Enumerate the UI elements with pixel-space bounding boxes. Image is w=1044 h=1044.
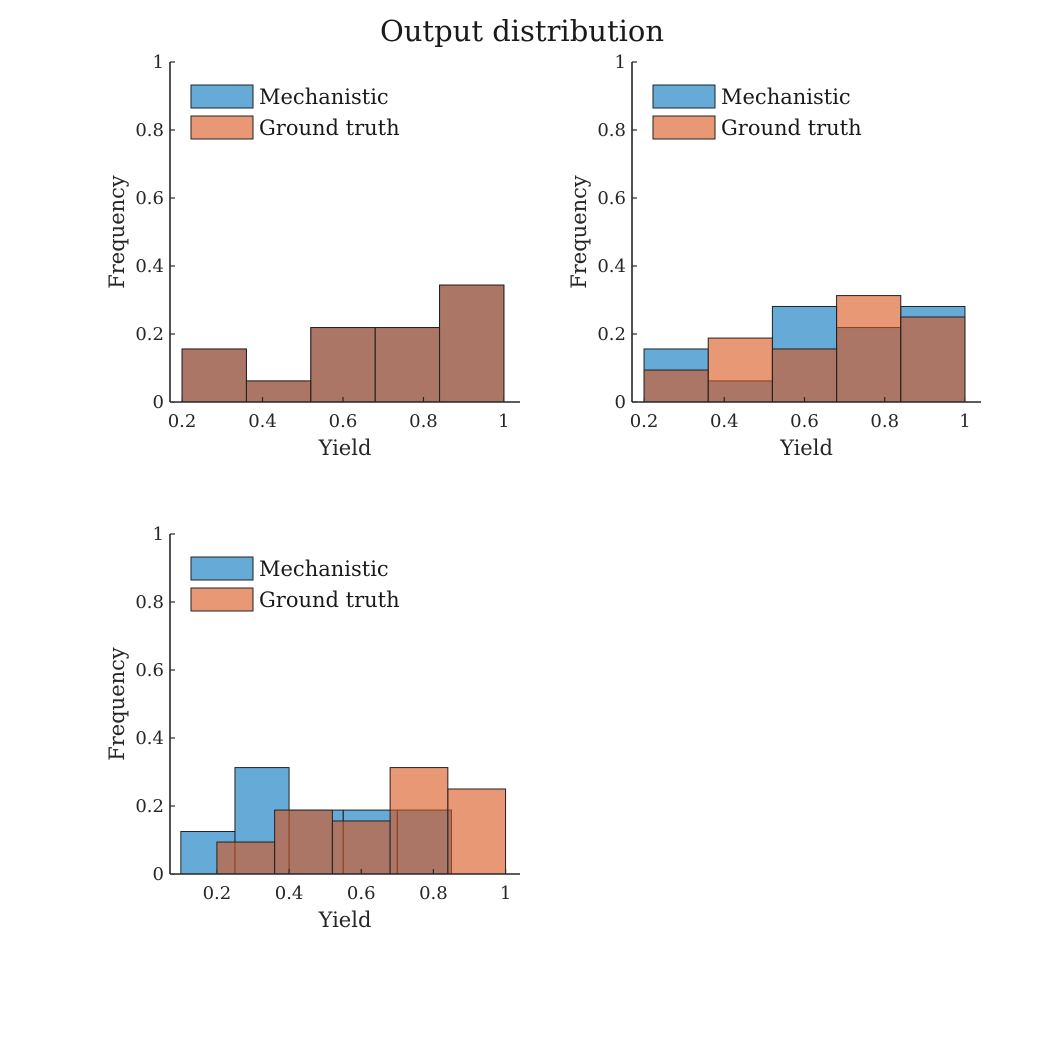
- legend-label-mechanistic: Mechanistic: [721, 85, 851, 109]
- y-tick-label: 1: [153, 52, 164, 73]
- y-tick-label: 0.6: [135, 660, 164, 681]
- bar-ground-truth: [771, 348, 838, 403]
- x-tick-label: 0.8: [419, 883, 448, 904]
- histogram-panel-3: 0 0.2 0.4 0.6 0.8 1 0.2 0.4 0.6 0.8 1 Yield Frequenc…: [105, 524, 520, 932]
- bar-ground-truth: [643, 369, 709, 403]
- legend-swatch-mechanistic: [652, 84, 716, 109]
- y-tick-label: 0.6: [597, 188, 626, 209]
- bar-ground-truth: [310, 327, 376, 403]
- x-tick-label: 0.6: [329, 411, 358, 432]
- legend-label-mechanistic: Mechanistic: [259, 85, 389, 109]
- x-tick-label: 0.4: [275, 883, 304, 904]
- y-tick-label: 0.6: [135, 188, 164, 209]
- bar-ground-truth: [707, 337, 773, 403]
- x-tick-label: 1: [498, 411, 509, 432]
- y-tick-label: 0: [615, 392, 626, 413]
- legend-label-ground-truth: Ground truth: [259, 588, 400, 612]
- x-axis-label: Yield: [779, 436, 833, 460]
- legend-swatch-ground-truth: [652, 115, 716, 140]
- histogram-panel-2: 00.20.40.60.810.2 0.4 0.6 0.8 1YieldFrequenc…: [567, 52, 981, 460]
- legend-swatch-mechanistic: [190, 556, 254, 581]
- x-axis-label: Yield: [318, 908, 372, 932]
- y-tick-label: 1: [153, 524, 164, 545]
- y-tick-label: 0.8: [597, 120, 626, 141]
- figure-title: Output distribution: [380, 14, 664, 48]
- x-tick-label: 0.4: [248, 411, 277, 432]
- y-tick-label: 0.8: [135, 120, 164, 141]
- bar-ground-truth: [274, 809, 333, 875]
- x-tick-label: 0.6: [790, 411, 819, 432]
- bar-ground-truth: [181, 348, 247, 403]
- bar-ground-truth: [836, 295, 902, 403]
- y-tick-label: 0.8: [135, 592, 164, 613]
- y-tick-label: 0.2: [135, 796, 164, 817]
- x-tick-label: 1: [500, 883, 511, 904]
- y-tick-label: 0.2: [135, 324, 164, 345]
- x-tick-label: 0.4: [710, 411, 739, 432]
- bar-ground-truth: [245, 380, 312, 403]
- x-tick-label: 0.2: [630, 411, 659, 432]
- legend-swatch-ground-truth: [190, 115, 254, 140]
- legend-label-mechanistic: Mechanistic: [259, 557, 389, 581]
- y-tick-label: 0.4: [597, 256, 626, 277]
- x-tick-label: 0.2: [168, 411, 197, 432]
- y-tick-label: 0.4: [135, 256, 164, 277]
- y-tick-label: 0: [153, 392, 164, 413]
- bar-ground-truth: [447, 788, 507, 875]
- y-axis-label: Frequency: [567, 175, 591, 289]
- x-tick-label: 0.6: [347, 883, 376, 904]
- bar-ground-truth: [439, 284, 505, 403]
- x-axis-label: Yield: [318, 436, 372, 460]
- y-tick-label: 0.2: [597, 324, 626, 345]
- y-axis-label: Frequency: [105, 175, 129, 289]
- bar-ground-truth: [900, 316, 966, 403]
- x-tick-label: 0.8: [870, 411, 899, 432]
- bar-ground-truth: [374, 327, 441, 403]
- y-tick-label: 0: [153, 864, 164, 885]
- y-tick-label: 1: [615, 52, 626, 73]
- x-tick-label: 0.8: [409, 411, 438, 432]
- legend-label-ground-truth: Ground truth: [259, 116, 400, 140]
- bar-ground-truth: [216, 841, 276, 875]
- histogram-panel-1: 00.20.40.60.810.2 0.4 0.6 0.8 1YieldFrequenc…: [105, 52, 520, 460]
- legend-label-ground-truth: Ground truth: [721, 116, 862, 140]
- legend-swatch-mechanistic: [190, 84, 254, 109]
- y-tick-label: 0.4: [135, 728, 164, 749]
- legend-swatch-ground-truth: [190, 587, 254, 612]
- bar-ground-truth: [331, 820, 391, 875]
- bar-ground-truth: [389, 767, 449, 875]
- x-tick-label: 1: [959, 411, 970, 432]
- x-tick-label: 0.2: [203, 883, 232, 904]
- y-axis-label: Frequency: [105, 647, 129, 761]
